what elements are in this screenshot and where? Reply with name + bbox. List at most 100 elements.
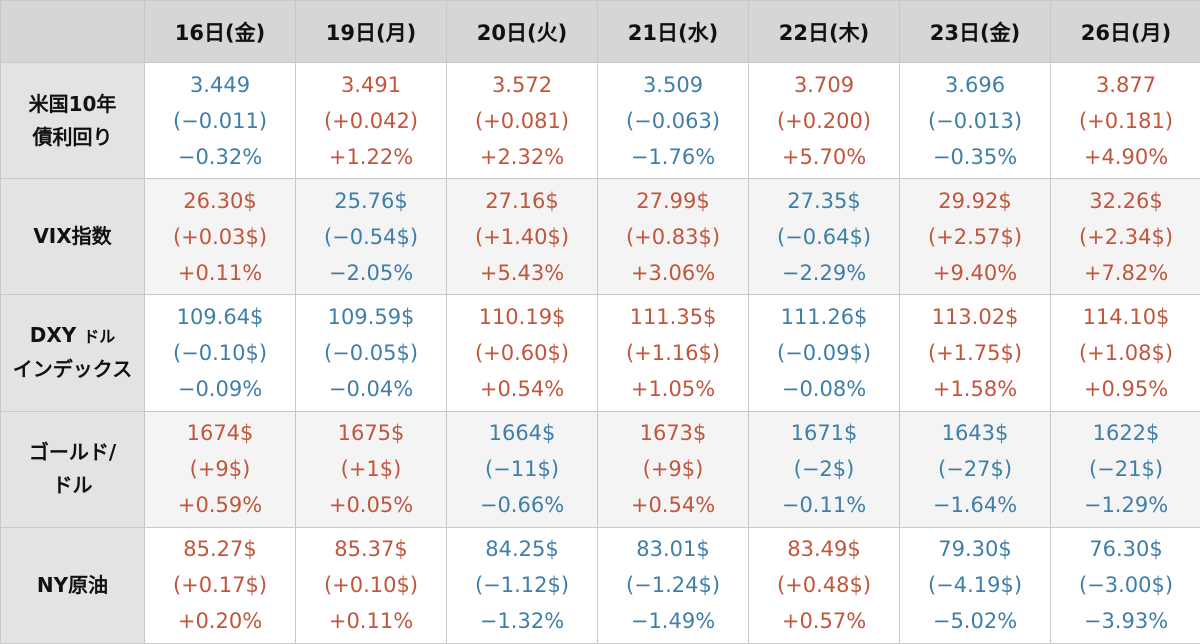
cell-value: 27.16$ bbox=[485, 188, 559, 213]
value-cell: 111.26$ (−0.09$) −0.08% bbox=[748, 294, 900, 412]
cell-change: (−2$) bbox=[793, 457, 855, 482]
table-body: 米国10年債利回り 3.449 (−0.011) −0.32% 3.491 (+0.042… bbox=[0, 61, 1200, 644]
cell-pct: −1.49% bbox=[630, 609, 716, 634]
row-label: VIX指数 bbox=[0, 178, 145, 296]
cell-pct: −0.66% bbox=[479, 493, 565, 518]
cell-pct: −0.32% bbox=[177, 144, 263, 169]
cell-pct: +5.43% bbox=[479, 260, 565, 285]
cell-pct: +5.70% bbox=[781, 144, 867, 169]
value-cell: 3.449 (−0.011) −0.32% bbox=[144, 61, 296, 180]
cell-pct: +0.54% bbox=[479, 376, 565, 401]
date-header-7: 26日(月) bbox=[1050, 0, 1200, 63]
cell-change: (+0.48$) bbox=[776, 573, 872, 598]
cell-change: (−4.19$) bbox=[927, 573, 1023, 598]
cell-pct: +3.06% bbox=[630, 260, 716, 285]
value-cell: 32.26$ (+2.34$) +7.82% bbox=[1050, 178, 1200, 296]
cell-change: (+1.16$) bbox=[625, 340, 721, 365]
cell-value: 1643$ bbox=[941, 421, 1009, 446]
cell-value: 29.92$ bbox=[938, 188, 1012, 213]
value-cell: 111.35$ (+1.16$) +1.05% bbox=[597, 294, 749, 412]
cell-pct: +0.05% bbox=[328, 493, 414, 518]
cell-value: 76.30$ bbox=[1089, 537, 1163, 562]
cell-value: 83.01$ bbox=[636, 537, 710, 562]
row-label-line: NY原油 bbox=[36, 572, 109, 597]
cell-value: 3.449 bbox=[189, 72, 251, 97]
cell-change: (+0.200) bbox=[776, 108, 872, 133]
value-cell: 25.76$ (−0.54$) −2.05% bbox=[295, 178, 447, 296]
cell-change: (+2.57$) bbox=[927, 224, 1023, 249]
date-header-6: 23日(金) bbox=[899, 0, 1051, 63]
cell-change: (+2.34$) bbox=[1078, 224, 1174, 249]
value-cell: 3.509 (−0.063) −1.76% bbox=[597, 61, 749, 180]
value-cell: 79.30$ (−4.19$) −5.02% bbox=[899, 526, 1051, 644]
cell-change: (−0.011) bbox=[172, 108, 268, 133]
cell-change: (−0.09$) bbox=[776, 340, 872, 365]
cell-change: (+1$) bbox=[340, 457, 402, 482]
cell-pct: −5.02% bbox=[932, 609, 1018, 634]
cell-pct: +1.05% bbox=[630, 376, 716, 401]
value-cell: 1675$ (+1$) +0.05% bbox=[295, 410, 447, 528]
row-label-line: インデックス bbox=[12, 357, 133, 382]
cell-value: 111.35$ bbox=[629, 304, 717, 329]
cell-change: (+0.83$) bbox=[625, 224, 721, 249]
cell-value: 26.30$ bbox=[183, 188, 257, 213]
cell-pct: −1.29% bbox=[1083, 493, 1169, 518]
cell-change: (+0.60$) bbox=[474, 340, 570, 365]
cell-change: (−3.00$) bbox=[1078, 573, 1174, 598]
cell-change: (+0.17$) bbox=[172, 573, 268, 598]
cell-change: (+1.40$) bbox=[474, 224, 570, 249]
date-header-4: 21日(水) bbox=[597, 0, 749, 63]
cell-change: (−0.54$) bbox=[323, 224, 419, 249]
cell-change: (+0.03$) bbox=[172, 224, 268, 249]
cell-value: 111.26$ bbox=[780, 304, 868, 329]
cell-pct: −0.04% bbox=[328, 376, 414, 401]
cell-pct: +0.59% bbox=[177, 493, 263, 518]
cell-change: (−1.24$) bbox=[625, 573, 721, 598]
cell-value: 3.509 bbox=[642, 72, 704, 97]
table-row: 米国10年債利回り 3.449 (−0.011) −0.32% 3.491 (+0.042… bbox=[0, 61, 1200, 180]
value-cell: 3.491 (+0.042) +1.22% bbox=[295, 61, 447, 180]
cell-value: 85.27$ bbox=[183, 537, 257, 562]
cell-value: 25.76$ bbox=[334, 188, 408, 213]
cell-value: 1675$ bbox=[337, 421, 405, 446]
cell-change: (+0.181) bbox=[1078, 108, 1174, 133]
table-row: VIX指数 26.30$ (+0.03$) +0.11% 25.76$ (−0.54$) −… bbox=[0, 178, 1200, 296]
value-cell: 3.709 (+0.200) +5.70% bbox=[748, 61, 900, 180]
value-cell: 29.92$ (+2.57$) +9.40% bbox=[899, 178, 1051, 296]
value-cell: 84.25$ (−1.12$) −1.32% bbox=[446, 526, 598, 644]
row-label-line: 債利回り bbox=[32, 124, 113, 149]
cell-change: (−0.013) bbox=[927, 108, 1023, 133]
cell-value: 3.491 bbox=[340, 72, 402, 97]
cell-change: (+0.081) bbox=[474, 108, 570, 133]
value-cell: 85.27$ (+0.17$) +0.20% bbox=[144, 526, 296, 644]
cell-value: 79.30$ bbox=[938, 537, 1012, 562]
row-label-line: ゴールド/ bbox=[28, 440, 117, 465]
date-header-1: 16日(金) bbox=[144, 0, 296, 63]
row-label-line: 米国10年 bbox=[28, 91, 117, 116]
row-label-line: ドル bbox=[83, 327, 116, 347]
value-cell: 83.49$ (+0.48$) +0.57% bbox=[748, 526, 900, 644]
value-cell: 3.572 (+0.081) +2.32% bbox=[446, 61, 598, 180]
cell-change: (+1.08$) bbox=[1078, 340, 1174, 365]
row-label-line: ドル bbox=[52, 473, 93, 498]
cell-pct: −2.05% bbox=[328, 260, 414, 285]
cell-value: 114.10$ bbox=[1082, 304, 1170, 329]
cell-value: 1673$ bbox=[639, 421, 707, 446]
cell-change: (−0.063) bbox=[625, 108, 721, 133]
cell-pct: +0.20% bbox=[177, 609, 263, 634]
cell-change: (+1.75$) bbox=[927, 340, 1023, 365]
header-row: 16日(金) 19日(月) 20日(火) 21日(水) 22日(木) 23日(金… bbox=[0, 0, 1200, 63]
cell-change: (+9$) bbox=[189, 457, 251, 482]
table-row: ゴールド/ドル 1674$ (+9$) +0.59% 1675$ (+1$) +0.05% 1… bbox=[0, 410, 1200, 528]
cell-change: (−11$) bbox=[484, 457, 560, 482]
corner-cell bbox=[0, 0, 145, 63]
cell-change: (+0.042) bbox=[323, 108, 419, 133]
row-label-line: VIX指数 bbox=[33, 224, 112, 249]
cell-pct: +4.90% bbox=[1083, 144, 1169, 169]
cell-value: 32.26$ bbox=[1089, 188, 1163, 213]
cell-value: 1622$ bbox=[1092, 421, 1160, 446]
value-cell: 113.02$ (+1.75$) +1.58% bbox=[899, 294, 1051, 412]
value-cell: 1671$ (−2$) −0.11% bbox=[748, 410, 900, 528]
cell-pct: +0.57% bbox=[781, 609, 867, 634]
